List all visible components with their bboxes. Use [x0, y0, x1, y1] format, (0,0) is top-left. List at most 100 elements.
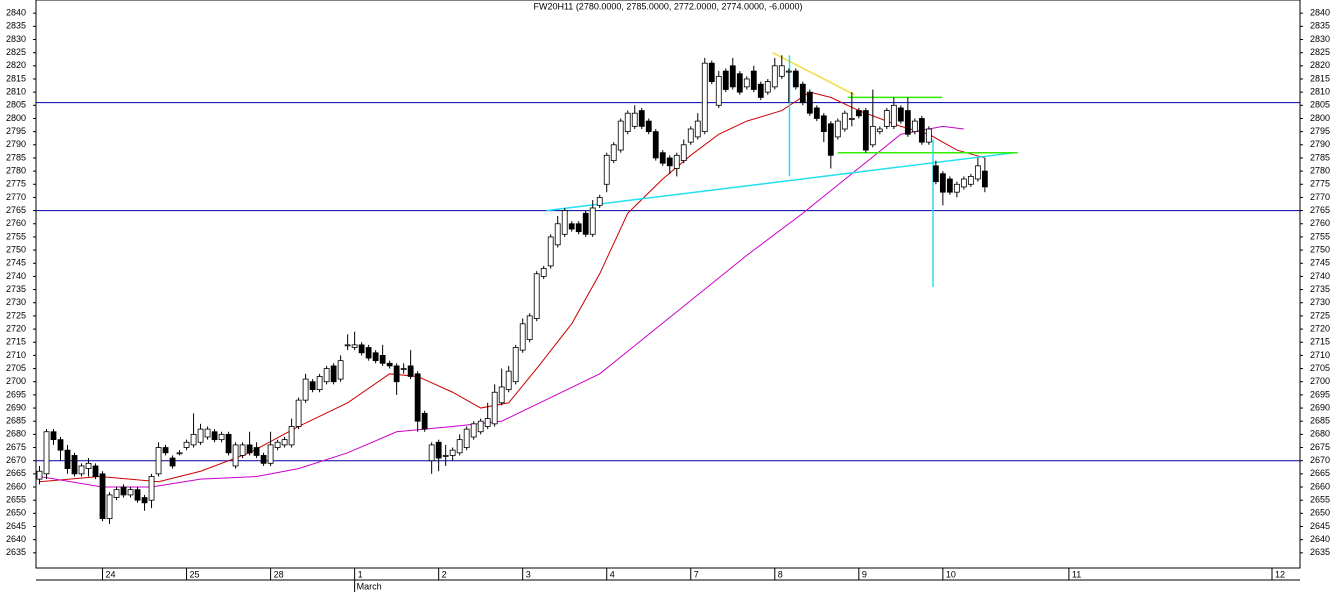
x-tick-label: 10 [946, 569, 956, 579]
candle-body [358, 344, 365, 354]
drawn-line [772, 51, 855, 96]
y-tick-label: 2735 [6, 284, 26, 294]
candle-body [141, 497, 148, 504]
candle-body [337, 360, 344, 380]
y-tick-label-right: 2695 [1310, 389, 1330, 399]
y-tick-label-right: 2685 [1310, 416, 1330, 426]
y-tick-label: 2660 [6, 481, 26, 491]
candle-body [64, 449, 71, 469]
y-tick-label: 2640 [6, 534, 26, 544]
candle-body [470, 423, 477, 438]
candle-body [218, 433, 225, 441]
candle-body [617, 120, 624, 151]
candle-body [134, 489, 141, 501]
y-tick-label: 2720 [6, 323, 26, 333]
y-tick-label: 2765 [6, 205, 26, 215]
candle-body [253, 447, 260, 456]
y-tick-label: 2775 [6, 179, 26, 189]
candle-body [120, 486, 127, 496]
y-tick-label: 2800 [6, 113, 26, 123]
candle-body [547, 236, 554, 267]
y-tick-label-right: 2825 [1310, 47, 1330, 57]
candle-body [638, 110, 645, 127]
candle-body [897, 107, 904, 122]
candle-body [932, 165, 939, 183]
y-tick-label-right: 2760 [1310, 218, 1330, 228]
candle-body [729, 65, 736, 88]
y-tick-label: 2825 [6, 47, 26, 57]
y-tick-label-right: 2770 [1310, 192, 1330, 202]
candle-body [687, 128, 694, 143]
candle-body [204, 428, 211, 438]
candle-body [554, 223, 561, 246]
y-tick-label: 2715 [6, 337, 26, 347]
y-tick-label: 2770 [6, 192, 26, 202]
candle-body [953, 183, 960, 193]
candle-body [883, 110, 890, 127]
y-tick-label: 2745 [6, 258, 26, 268]
candle-body [855, 110, 862, 117]
candle-body [127, 489, 134, 496]
candle-body [92, 465, 99, 477]
x-tick-label: 4 [610, 569, 615, 579]
y-tick-label: 2685 [6, 416, 26, 426]
y-tick-label: 2705 [6, 363, 26, 373]
candle-body [610, 144, 617, 161]
candle-body [351, 344, 358, 348]
y-tick-label: 2690 [6, 402, 26, 412]
y-tick-label: 2815 [6, 73, 26, 83]
y-tick-label: 2670 [6, 455, 26, 465]
candle-body [78, 465, 85, 475]
candle-body [743, 78, 750, 88]
y-tick-label-right: 2790 [1310, 139, 1330, 149]
x-tick-label: 2 [442, 569, 447, 579]
y-tick-label: 2675 [6, 442, 26, 452]
y-tick-label-right: 2795 [1310, 126, 1330, 136]
candle-body [498, 386, 505, 404]
candle-body [148, 476, 155, 501]
candle-body [582, 212, 589, 235]
candle-body [652, 131, 659, 159]
chart-title: FW20H11 (2780.0000, 2785.0000, 2772.0000… [533, 1, 802, 11]
y-tick-label-right: 2670 [1310, 455, 1330, 465]
candle-body [925, 128, 932, 143]
candle-body [99, 473, 106, 520]
y-tick-label: 2680 [6, 429, 26, 439]
candle-body [183, 441, 190, 448]
candle-body [799, 83, 806, 104]
y-tick-label: 2665 [6, 468, 26, 478]
y-tick-label-right: 2715 [1310, 337, 1330, 347]
candle-body [239, 444, 246, 456]
x-tick-label: 24 [106, 569, 116, 579]
y-tick-label: 2830 [6, 34, 26, 44]
candle-body [85, 462, 92, 469]
candle-body [162, 447, 169, 454]
candle-body [939, 173, 946, 193]
candle-body [442, 455, 449, 457]
moving-average [39, 125, 964, 488]
y-tick-label: 2710 [6, 350, 26, 360]
candle-body [764, 81, 771, 93]
y-tick-label-right: 2805 [1310, 100, 1330, 110]
candle-body [71, 455, 78, 475]
y-tick-label-right: 2840 [1310, 8, 1330, 18]
candle-body [533, 273, 540, 319]
x-tick-label: 9 [862, 569, 867, 579]
candle-body [827, 123, 834, 156]
y-tick-label-right: 2810 [1310, 87, 1330, 97]
candle-body [421, 412, 428, 430]
candle-body [50, 431, 57, 441]
candle-body [393, 365, 400, 383]
candle-body [211, 431, 218, 441]
y-tick-label: 2840 [6, 8, 26, 18]
candle-body [400, 368, 407, 370]
month-label: March [357, 581, 382, 591]
candle-body [512, 347, 519, 383]
candle-body [449, 449, 456, 456]
candle-body [708, 62, 715, 83]
candle-body [673, 154, 680, 169]
candle-body [225, 433, 232, 454]
candle-body [568, 223, 575, 230]
candle-body [834, 120, 841, 138]
